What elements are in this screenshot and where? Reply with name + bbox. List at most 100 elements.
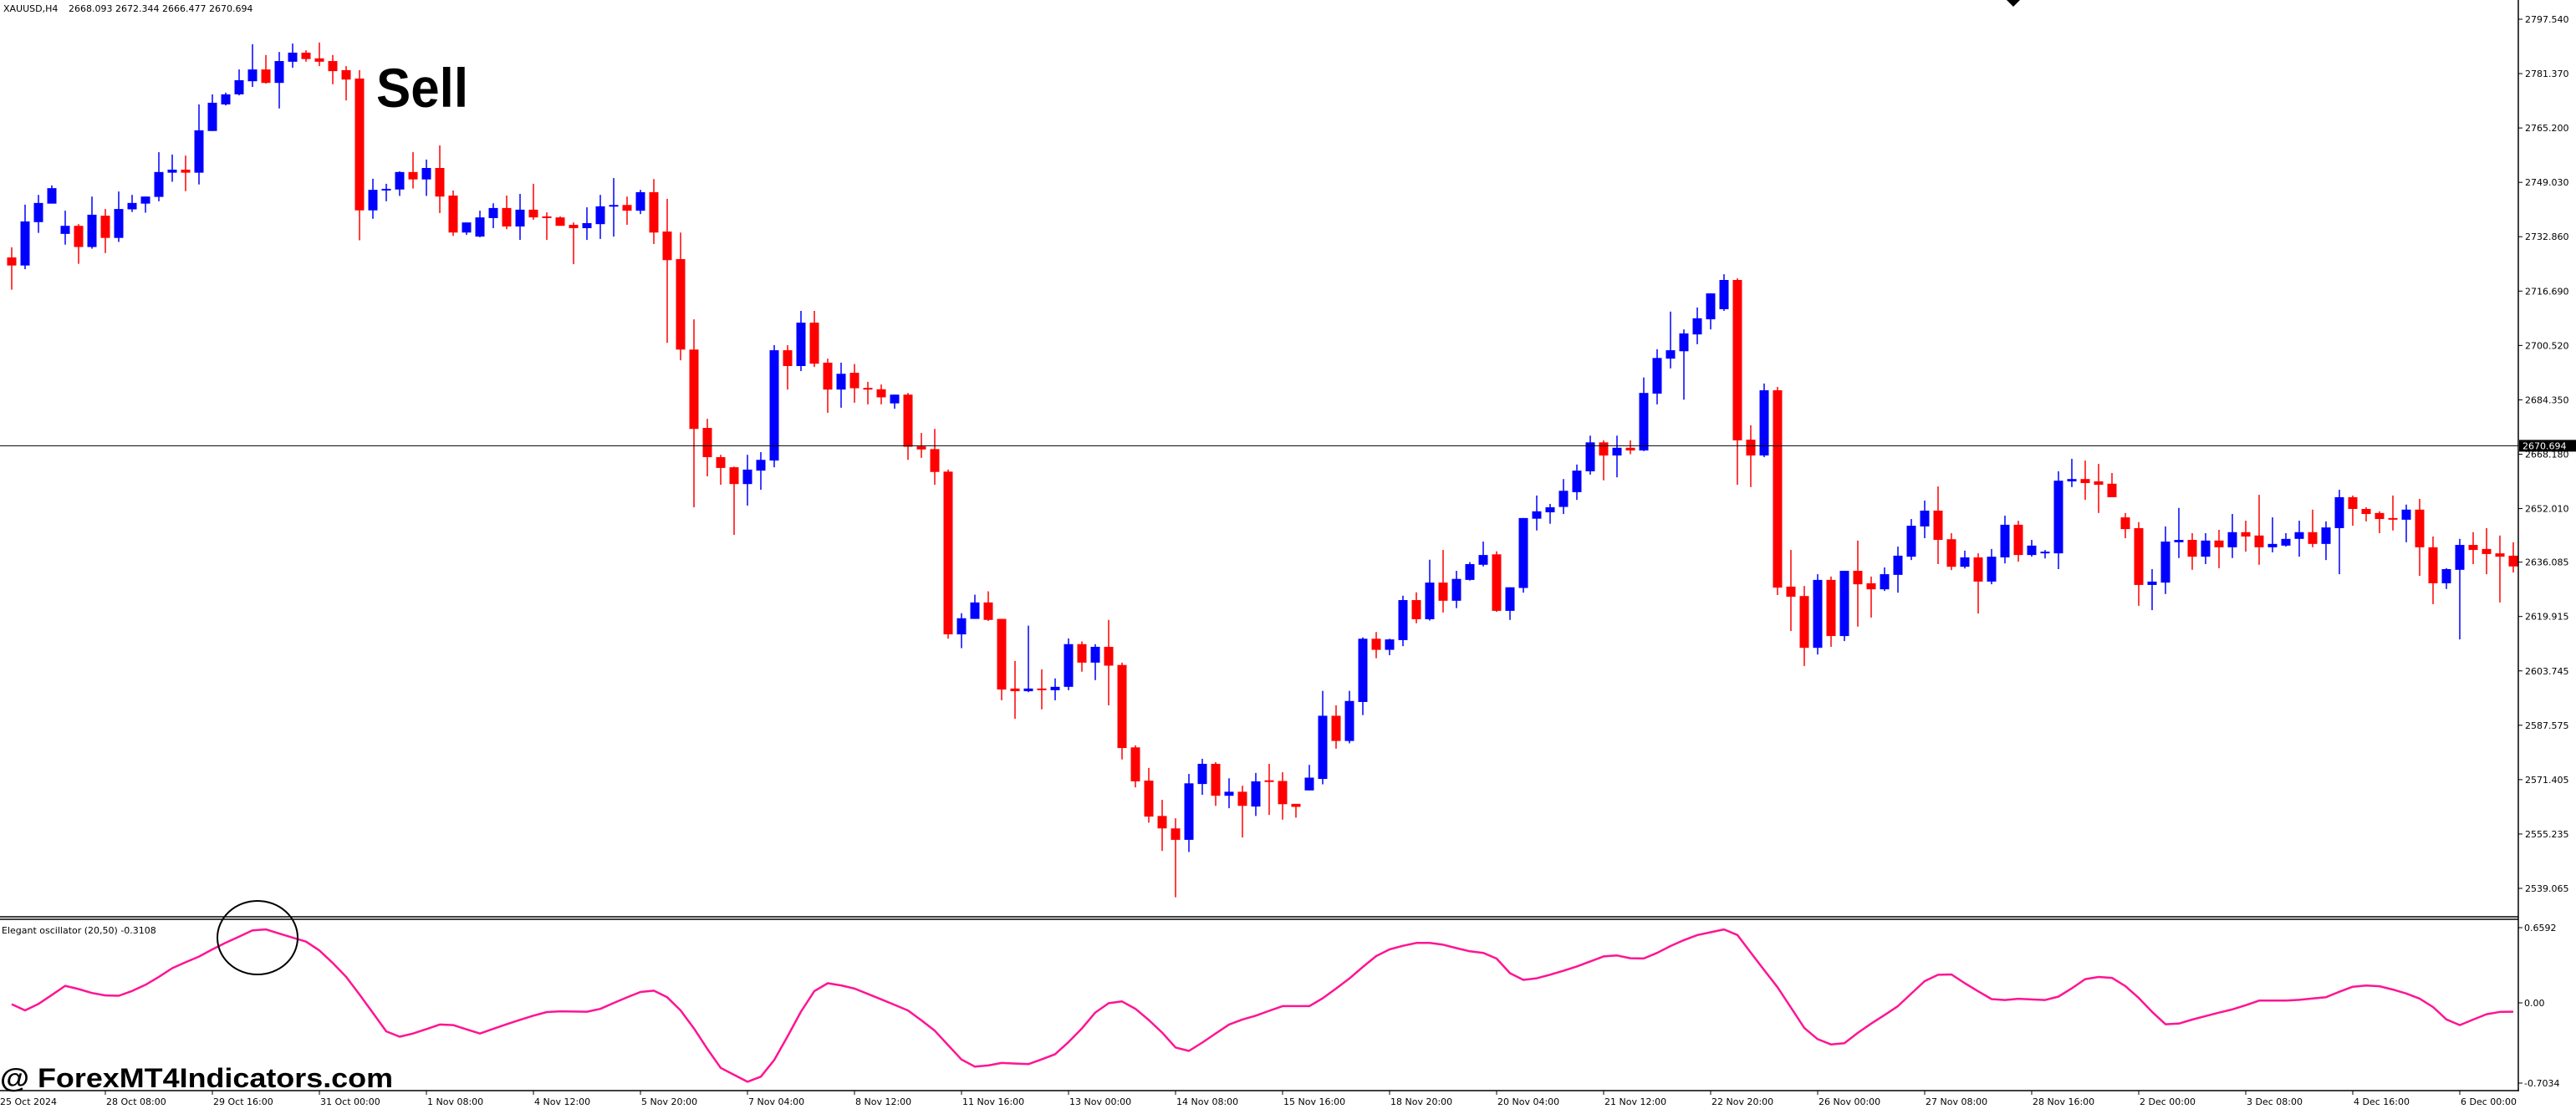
candle-body [2495,553,2505,557]
oscillator-axis[interactable]: 0.6592 0.00 -0.7034 [2518,923,2559,1089]
candle-body [2401,509,2411,520]
candle-body [2241,532,2251,537]
candle-body [515,209,525,227]
candle-body [314,58,324,62]
candle [662,199,672,343]
candle-body [7,257,17,266]
candle [2468,532,2478,564]
candle-body [2294,532,2304,539]
candle-body [2187,540,2197,557]
chart-header-symbol: XAUUSD,H4 [3,3,58,14]
candle-body [1532,511,1542,519]
candle-body [488,207,498,218]
candle-body [368,190,378,211]
candle [1117,662,1127,760]
candle [863,381,873,404]
candle-body [475,217,485,237]
candle-body [956,618,967,635]
candle [635,190,645,215]
time-tick-label: 4 Dec 16:00 [2354,1096,2410,1107]
price-tick-label: 2555.235 [2525,829,2569,840]
price-tick-label: 2716.690 [2525,286,2569,297]
candle [2241,521,2251,552]
candle-body [2013,524,2023,556]
candle [2147,569,2157,611]
candle-body [1866,582,1876,590]
candle [796,311,806,372]
candle-body [2147,581,2157,585]
candle-body [1411,600,1421,619]
price-tick-label: 2587.575 [2525,720,2569,731]
candle-body [2308,532,2318,544]
candle [2321,521,2331,561]
candle [1665,311,1676,369]
time-tick-label: 3 Dec 08:00 [2247,1096,2303,1107]
candle [1130,745,1140,788]
sell-annotation: Sell [376,57,468,119]
candle-body [2428,547,2438,583]
candle [114,191,124,242]
candle [2508,542,2518,573]
candle [956,613,967,649]
price-axis[interactable]: 2797.540 2781.370 2765.200 2749.030 2732.860… [2518,14,2569,894]
candle-body [1090,646,1100,663]
candle-body [1920,511,1930,527]
candle [876,384,886,404]
time-tick-label: 31 Oct 00:00 [320,1096,380,1107]
candle-body [1037,688,1047,690]
price-tick-label: 2781.370 [2525,69,2569,79]
candle-body [194,130,204,173]
candle-body [328,61,338,72]
candle [1987,548,1997,585]
candle [448,190,458,237]
candle [1839,571,1849,642]
candle-body [2388,517,2398,520]
candle-body [1104,646,1114,666]
candle-body [1786,586,1796,598]
candle [1880,567,1890,592]
candle [167,154,177,182]
candle [221,92,231,106]
candle-body [2455,545,2465,570]
candle-body [1171,828,1181,840]
candle [1625,440,1635,455]
candle-body [1625,447,1635,450]
time-tick-label: 7 Nov 04:00 [748,1096,804,1107]
candle-body [2254,535,2264,547]
candle-body [381,188,391,191]
time-tick-label: 22 Nov 20:00 [1711,1096,1773,1107]
candle [1425,559,1435,621]
candle-body [1612,447,1622,456]
time-axis[interactable]: 25 Oct 2024 28 Oct 08:00 29 Oct 16:00 31 Oc… [0,1091,2517,1107]
candle-body [1960,557,1970,567]
candle-body [2053,481,2063,554]
candle-body [1304,777,1314,791]
candle-body [1451,578,1461,601]
candle-body [395,171,405,190]
candle [676,232,686,361]
candle-body [140,196,150,204]
candle [1492,551,1502,613]
candle [2308,509,2318,547]
candle [1973,553,1983,614]
candle-body [221,94,231,104]
candle-body [2040,552,2050,554]
candle [355,69,365,241]
candle-body [796,323,806,366]
candle-body [1973,557,1983,582]
candle [622,196,632,226]
candle-body [1385,639,1395,650]
candle-body [1880,574,1890,590]
candle-body [1050,686,1060,690]
candle [890,394,900,410]
candle-body [74,226,84,247]
candle [7,247,17,290]
candle-body [421,168,431,180]
time-tick-label: 6 Dec 00:00 [2461,1096,2517,1107]
candle [2201,532,2211,564]
candle [1960,550,1970,569]
candle-body [1291,803,1301,807]
candle [1184,774,1194,852]
candle [435,145,445,213]
